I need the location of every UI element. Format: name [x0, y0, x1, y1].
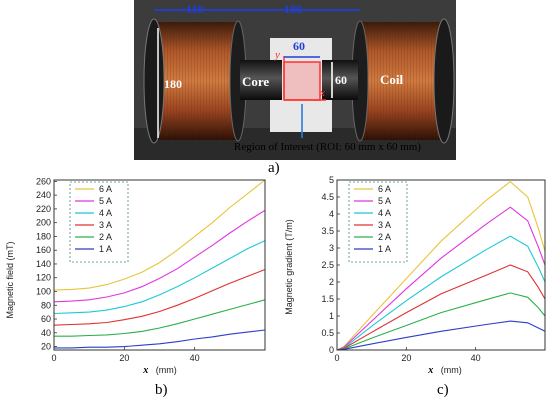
- chart-c-ytick-label: 0.5: [321, 328, 334, 338]
- chart-b-series-line-5a: [53, 209, 266, 303]
- setup-photo: y x 110 180 60 180 60 Core Coil Region o…: [134, 0, 456, 160]
- chart-c-ylabel: Magnetic gradient (T/m): [284, 219, 294, 315]
- right-coil-texture: [360, 22, 442, 140]
- chart-b-series-line-1a: [54, 329, 266, 349]
- left-coil-flange-outer: [143, 18, 165, 144]
- panel-label-a: a): [268, 160, 280, 176]
- chart-c-axes: 0 0.5 1 1.5 2 2.5 3 3.5 4 4.5 5 0 20 40: [321, 175, 546, 363]
- chart-b-series-line-2a: [54, 299, 266, 337]
- chart-b-ytick-label: 120: [36, 273, 51, 283]
- chart-b-ytick-label: 60: [41, 314, 51, 324]
- panel-label-c: c): [437, 382, 449, 398]
- dim-core-diameter-label: 60: [335, 73, 347, 87]
- chart-b-series-line-6a: [53, 179, 266, 291]
- panel-label-b: b): [155, 382, 168, 398]
- chart-c-ytick-label: 5: [329, 175, 334, 185]
- coil-label: Coil: [380, 72, 404, 87]
- chart-b-xlabel: x (mm): [142, 360, 176, 377]
- chart-b-ytick-label: 240: [36, 190, 51, 200]
- chart-b-lines: [53, 179, 266, 349]
- chart-c-legend-label: 3 A: [378, 220, 391, 230]
- roi-box: [283, 61, 321, 101]
- chart-b-ytick-label: 80: [41, 300, 51, 310]
- dim-coil-diameter-label: 180: [164, 77, 182, 91]
- chart-c-ytick-label: 1: [329, 311, 334, 321]
- chart-b-legend-label: 4 A: [99, 208, 112, 218]
- chart-c-ytick-label: 3: [329, 243, 334, 253]
- chart-b-xtick-label: 0: [51, 353, 56, 363]
- chart-c-legend-label: 2 A: [378, 232, 391, 242]
- chart-c-series-line-2a: [336, 292, 546, 351]
- chart-c-xtick-label: 0: [334, 353, 339, 363]
- x-axis-label: x: [319, 87, 325, 99]
- magnetic-field-chart: Magnetic field (mT) 20 40 60 80 100 120 140 160…: [5, 176, 266, 377]
- chart-c-ytick-label: 4.5: [321, 192, 334, 202]
- chart-c-series-line-4a: [336, 235, 546, 351]
- chart-c-lines: [336, 180, 546, 351]
- dim-coil-length-label: 110: [186, 2, 203, 16]
- chart-b-ytick-label: 200: [36, 218, 51, 228]
- chart-c-ytick-label: 0: [329, 345, 334, 355]
- chart-b-ytick-label: 20: [41, 342, 51, 352]
- chart-c-legend-label: 1 A: [378, 244, 391, 254]
- chart-c-series-line-1a: [336, 320, 546, 351]
- chart-b-plot-frame: [53, 179, 266, 351]
- chart-c-ytick-label: 3.5: [321, 226, 334, 236]
- chart-c-ytick-label: 2: [329, 277, 334, 287]
- dim-gap-label: 180: [284, 2, 302, 16]
- chart-c-series-line-3a: [336, 264, 546, 351]
- chart-c-legend-label: 4 A: [378, 208, 391, 218]
- chart-b-legend-label: 6 A: [99, 184, 112, 194]
- chart-c-ytick-label: 4: [329, 209, 334, 219]
- chart-c-ytick-label: 2.5: [321, 260, 334, 270]
- chart-b-ytick-label: 260: [36, 176, 51, 186]
- chart-b-legend: 6 A 5 A 4 A 3 A 2 A 1 A: [69, 181, 129, 263]
- chart-b-ytick-label: 40: [41, 328, 51, 338]
- chart-b-xtick-label: 40: [190, 353, 200, 363]
- chart-b-ytick-label: 180: [36, 231, 51, 241]
- core-label: Core: [242, 74, 269, 89]
- chart-b-xlabel-symbol: x: [142, 365, 148, 376]
- left-coil-texture: [156, 22, 238, 140]
- chart-b-series-line-3a: [53, 268, 266, 326]
- chart-b-ylabel: Magnetic field (mT): [5, 241, 15, 318]
- chart-c-series-line-6a: [336, 180, 546, 351]
- chart-b-xtick-label: 20: [119, 353, 129, 363]
- left-core: [240, 60, 282, 100]
- chart-c-xlabel-unit: (mm): [441, 365, 462, 375]
- chart-c-xlabel: x (mm): [427, 360, 461, 377]
- roi-caption: Region of Interest (ROI: 60 mm x 60 mm): [234, 141, 421, 153]
- chart-b-ytick-label: 220: [36, 204, 51, 214]
- chart-b-xlabel-unit: (mm): [156, 365, 177, 375]
- chart-c-xlabel-symbol: x: [427, 365, 433, 376]
- right-core: [322, 60, 358, 100]
- right-coil-flange-outer: [433, 18, 455, 144]
- chart-b-ytick-label: 100: [36, 286, 51, 296]
- chart-c-series-line-5a: [336, 206, 546, 351]
- chart-b-legend-label: 5 A: [99, 196, 112, 206]
- chart-c-legend-label: 6 A: [378, 184, 391, 194]
- chart-c-legend-label: 5 A: [378, 196, 391, 206]
- chart-c-xtick-label: 40: [471, 353, 481, 363]
- chart-b-ytick-label: 140: [36, 259, 51, 269]
- chart-b-legend-label: 1 A: [99, 244, 112, 254]
- chart-c-xtick-label: 20: [401, 353, 411, 363]
- chart-c-ytick-label: 1.5: [321, 294, 334, 304]
- y-axis-label: y: [274, 49, 280, 61]
- chart-b-ytick-label: 160: [36, 245, 51, 255]
- chart-b-series-line-4a: [53, 240, 266, 315]
- chart-b-legend-label: 3 A: [99, 220, 112, 230]
- dim-roi-width-label: 60: [293, 39, 305, 53]
- magnetic-gradient-chart: Magnetic gradient (T/m) 0 0.5 1 1.5 2 2.5 3 3.5…: [284, 175, 546, 377]
- chart-c-legend: 6 A 5 A 4 A 3 A 2 A 1 A: [348, 181, 408, 263]
- chart-b-legend-label: 2 A: [99, 232, 112, 242]
